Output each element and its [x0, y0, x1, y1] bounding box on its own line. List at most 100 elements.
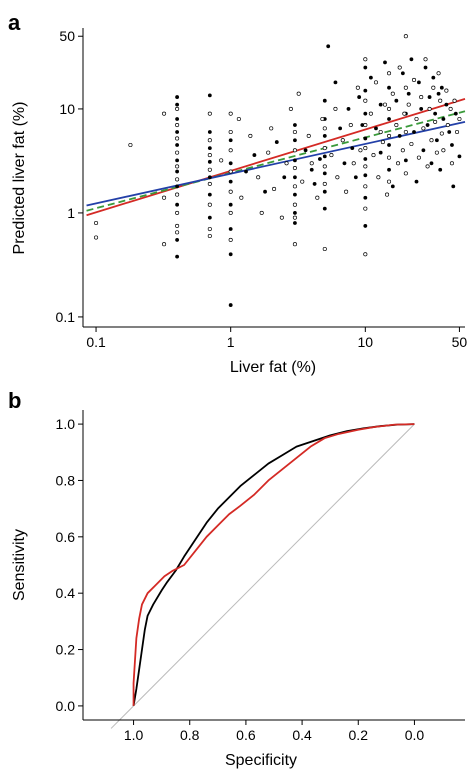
- panel-b-roc-plot: 1.0 0.8 0.6 0.4 0.2 0.0 0.0 0.2 0.4 0.6 0.8 1.0 Sp…: [11, 410, 465, 769]
- panel-a-point-filled: [378, 150, 383, 155]
- panel-a-point-filled: [383, 60, 387, 65]
- panel-a-point-filled: [207, 159, 212, 164]
- panel-a-point-open: [300, 179, 305, 184]
- panel-a-point-open: [382, 102, 388, 107]
- panel-a-point-open: [431, 85, 436, 90]
- panel-a-point-open: [445, 122, 450, 128]
- panel-a-point-filled: [400, 71, 405, 76]
- panel-a-point-open: [322, 126, 327, 131]
- panel-a-x-ticks: 0.1 1 10 50: [86, 327, 467, 350]
- panel-a-point-open: [292, 242, 297, 247]
- panel-b-y-ticks: 0.0 0.2 0.4 0.6 0.8 1.0: [56, 416, 83, 714]
- panel-a-x-tick-label: 1: [227, 334, 235, 350]
- panel-a-point-filled: [293, 211, 297, 215]
- panel-a-point-open: [239, 195, 244, 200]
- panel-a-point-filled: [293, 123, 297, 127]
- panel-a-x-axis-title: Liver fat (%): [230, 359, 316, 376]
- panel-a-point-open: [363, 122, 368, 128]
- panel-a-point-open: [207, 233, 212, 239]
- panel-a-point-open: [322, 146, 327, 151]
- panel-a-point-open: [429, 138, 434, 143]
- panel-a-point-open: [292, 129, 297, 135]
- panel-a-point-open: [386, 106, 392, 111]
- panel-a-point-filled: [444, 102, 449, 107]
- panel-a-point-open: [386, 71, 392, 76]
- panel-a-point-open: [363, 206, 368, 211]
- panel-a-point-filled: [387, 167, 391, 172]
- panel-a-point-filled: [322, 189, 327, 194]
- panel-a-point-filled: [429, 161, 434, 166]
- panel-a-point-filled: [244, 169, 248, 174]
- panel-a-point-open: [363, 98, 368, 103]
- panel-a-letter: a: [8, 10, 21, 35]
- panel-a-point-open: [279, 215, 284, 220]
- panel-a-fit-line-3: [86, 121, 466, 207]
- panel-a-point-filled: [228, 303, 233, 307]
- panel-a-point-open: [175, 223, 180, 228]
- panel-a-point-filled: [406, 91, 411, 96]
- panel-b-diagonal-line: [110, 423, 415, 729]
- panel-a-point-open: [309, 161, 314, 166]
- panel-a-point-open: [162, 111, 167, 116]
- panel-a-point-open: [272, 186, 277, 192]
- panel-a-point-filled: [346, 107, 351, 111]
- panel-b-x-tick-label: 1.0: [124, 727, 144, 743]
- panel-a-point-filled: [322, 154, 327, 159]
- panel-a-point-open: [438, 98, 443, 103]
- panel-a-point-filled: [293, 175, 297, 180]
- panel-a-point-open: [94, 220, 99, 226]
- panel-a-point-open: [390, 91, 395, 96]
- panel-a-point-filled: [414, 179, 419, 184]
- panel-a-point-filled: [439, 85, 444, 90]
- panel-a-y-axis-title: Predicted liver fat (%): [11, 102, 28, 255]
- panel-a-point-open: [373, 80, 379, 85]
- panel-a-point-open: [386, 133, 392, 138]
- panel-a-point-open: [394, 122, 399, 128]
- panel-a-point-open: [175, 136, 180, 141]
- panel-a-point-filled: [282, 175, 287, 180]
- panel-a-point-filled: [421, 148, 426, 153]
- panel-a-point-open: [228, 148, 233, 153]
- panel-a-point-filled: [175, 130, 180, 134]
- panel-a-scatter-plot: 0.1 1 10 50 0.1 1 10 50 Liver fat (%) Predicte…: [11, 28, 467, 376]
- panel-a-point-filled: [228, 161, 233, 166]
- panel-a-point-filled: [363, 224, 368, 228]
- panel-a-point-open: [207, 153, 212, 158]
- panel-a-point-open: [284, 161, 289, 166]
- panel-a-point-filled: [252, 153, 257, 157]
- panel-a-point-filled: [175, 158, 180, 163]
- panel-a-point-open: [259, 210, 264, 215]
- panel-a-point-open: [363, 164, 368, 169]
- panel-a-point-filled: [387, 117, 391, 121]
- panel-a-point-open: [386, 179, 392, 184]
- panel-a-point-filled: [303, 148, 308, 153]
- panel-a-point-open: [386, 155, 392, 160]
- panel-a-point-open: [454, 129, 460, 135]
- panel-a-point-open: [207, 138, 212, 143]
- panel-a-point-filled: [228, 252, 233, 257]
- panel-a-point-filled: [293, 192, 297, 197]
- panel-a-x-tick-label: 0.1: [86, 334, 106, 350]
- panel-a-point-filled: [318, 157, 322, 161]
- panel-a-point-filled: [207, 175, 212, 180]
- panel-a-point-open: [175, 230, 180, 235]
- panel-a-point-filled: [441, 117, 446, 121]
- panel-a-point-filled: [293, 158, 297, 163]
- panel-a-point-open: [228, 189, 233, 194]
- panel-a-point-open: [348, 122, 353, 128]
- panel-a-point-open: [363, 252, 368, 257]
- panel-a-point-open: [363, 57, 368, 62]
- panel-a-point-open: [175, 210, 180, 215]
- panel-a-point-filled: [322, 134, 327, 138]
- panel-a-point-filled: [363, 157, 368, 161]
- panel-b-roc-curves: [132, 423, 415, 707]
- panel-a-point-open: [449, 161, 455, 166]
- panel-b-y-tick-label: 0.2: [56, 642, 76, 658]
- panel-a-point-filled: [228, 227, 233, 231]
- panel-a-y-tick-label: 50: [59, 28, 75, 44]
- panel-a-point-open: [329, 153, 334, 158]
- panel-a-point-open: [322, 164, 327, 169]
- panel-a-point-filled: [363, 195, 368, 200]
- panel-a-point-filled: [228, 179, 233, 184]
- panel-a-point-open: [444, 88, 449, 93]
